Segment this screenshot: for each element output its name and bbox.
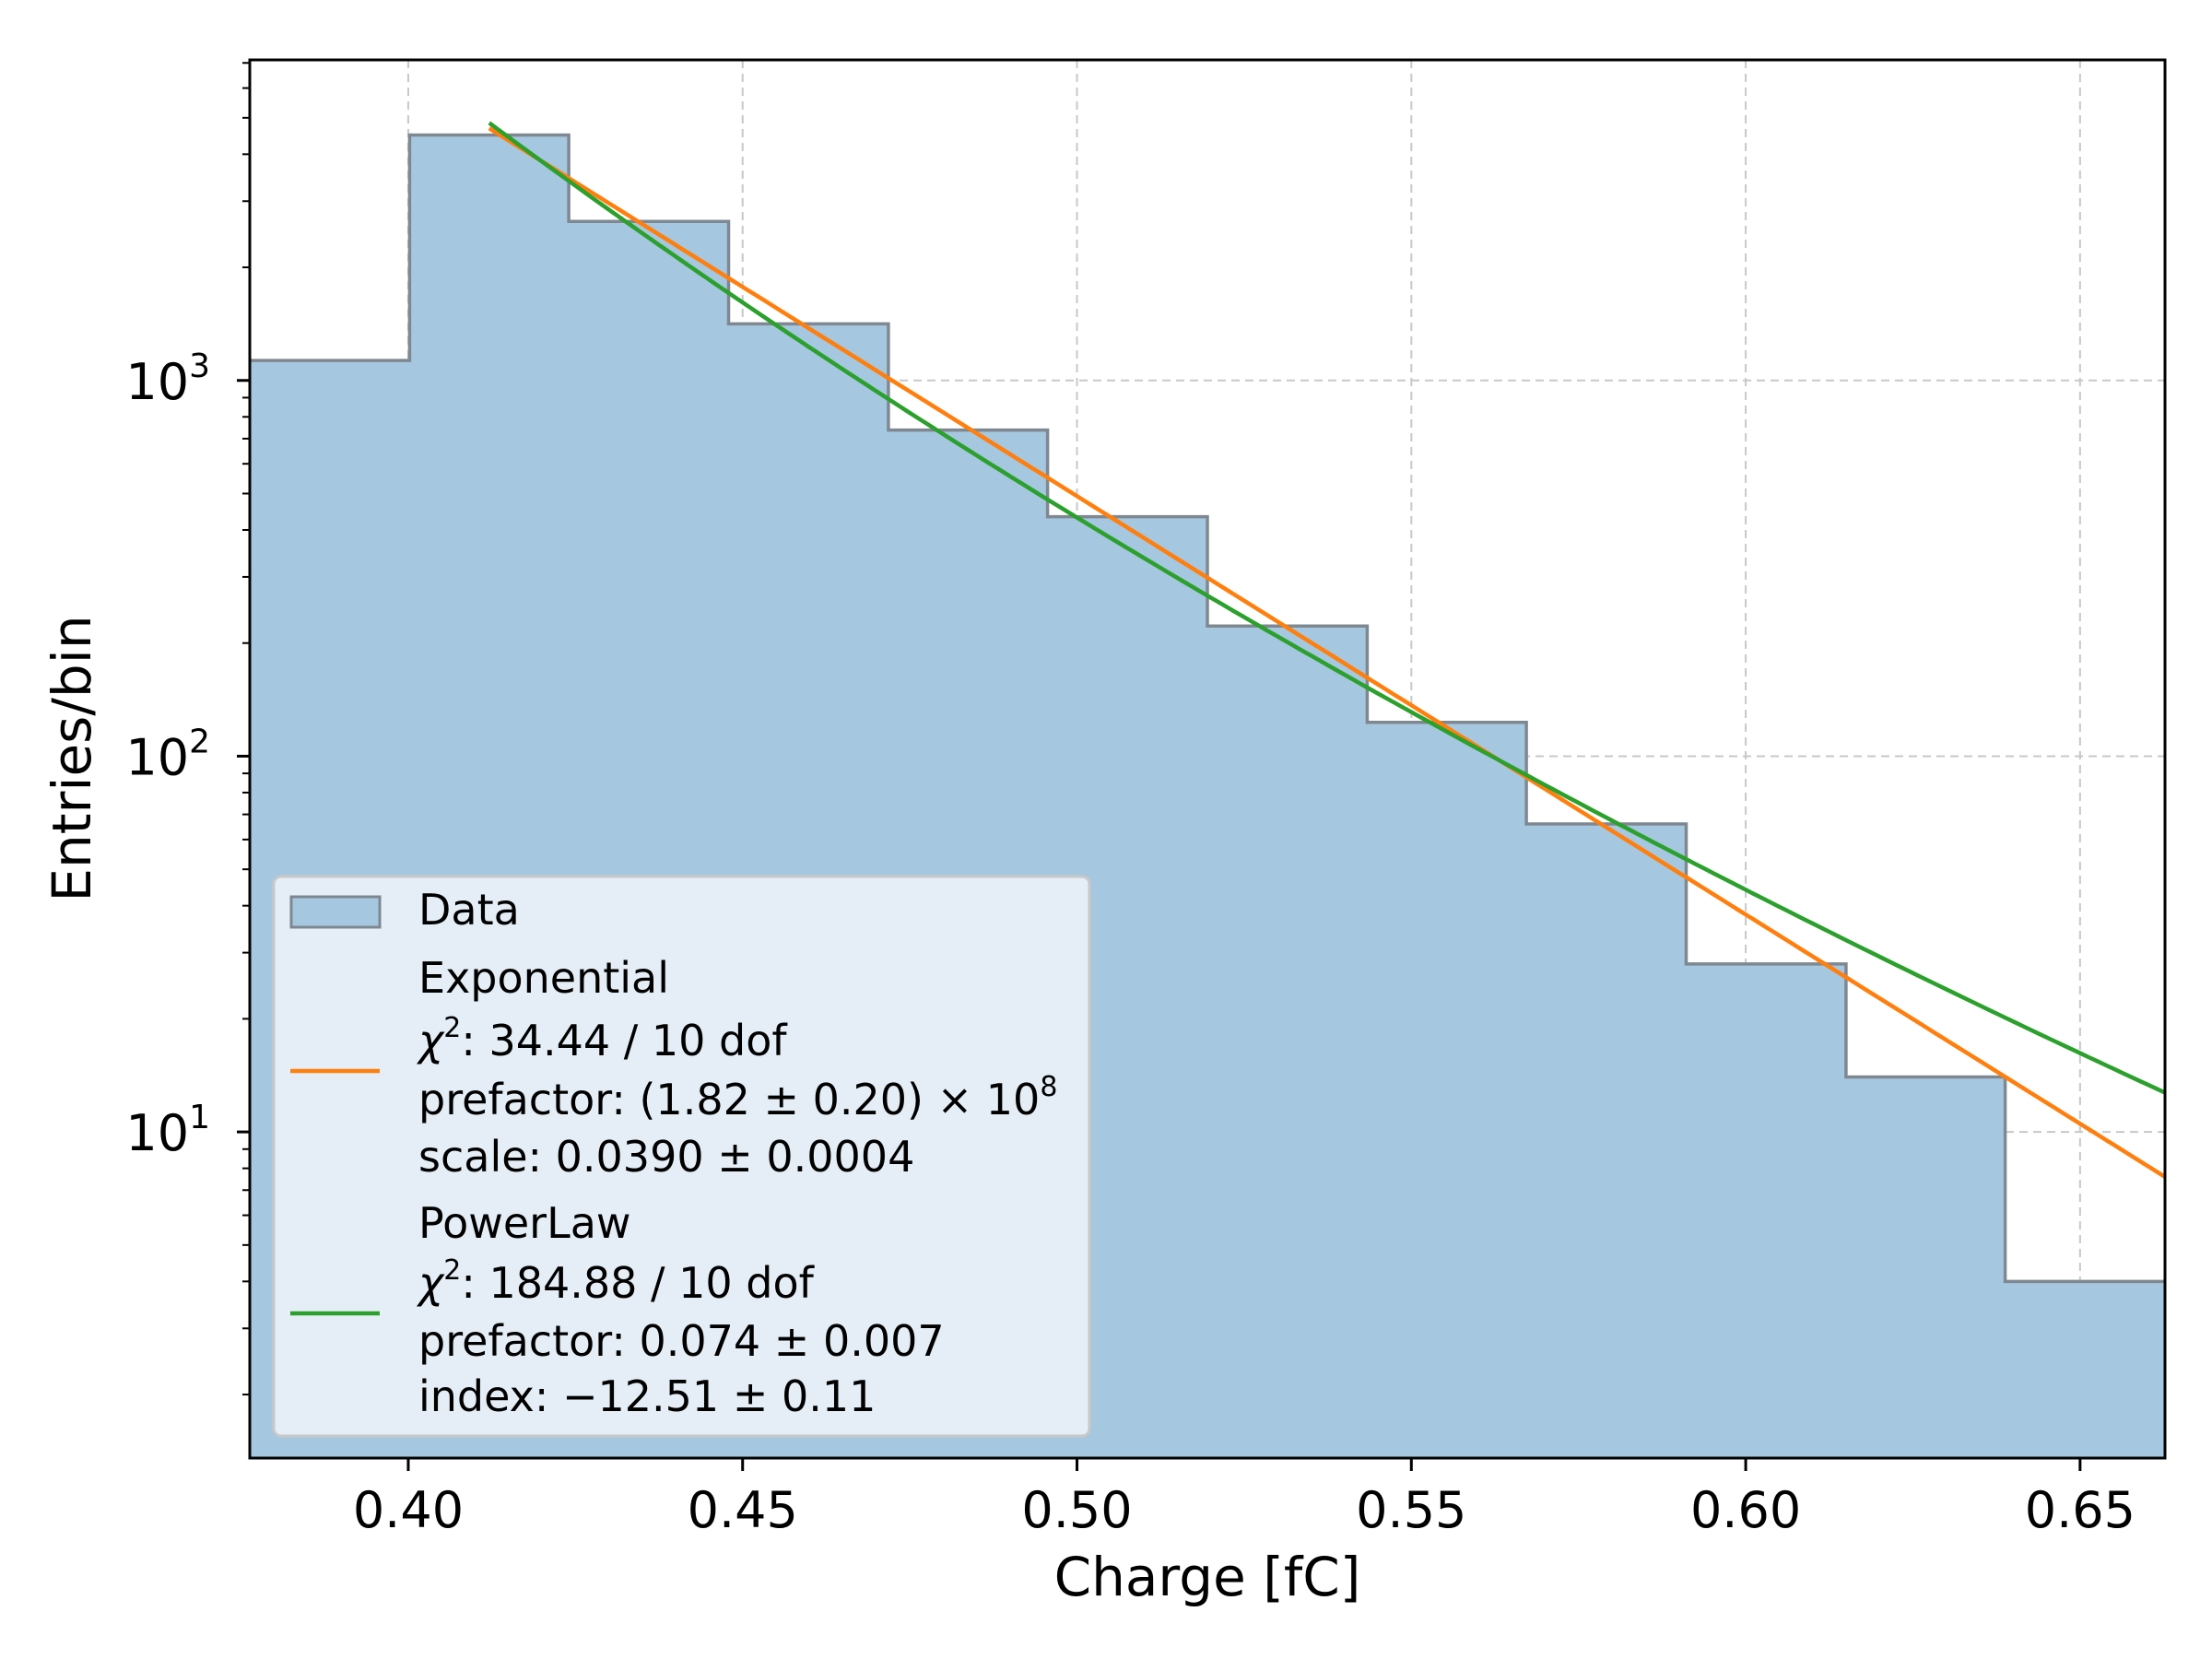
histogram-bar (1845, 1077, 2006, 1458)
tick-exponent: 2 (189, 723, 210, 760)
legend-box (272, 875, 1091, 1438)
chi-exponent: 2 (443, 1254, 461, 1287)
exponential-fit-line (488, 126, 2167, 1179)
x-tick-label: 0.50 (1021, 1481, 1132, 1539)
legend-exponential-prefactor: prefactor: (1.82 ± 0.20) × 108 (418, 1071, 1057, 1124)
y-tick-label: 102 (125, 723, 210, 786)
y-tick-label: 103 (125, 347, 210, 411)
chi-symbol: χ (416, 1016, 445, 1065)
chi-value: : 184.88 / 10 dof (461, 1258, 815, 1308)
legend-powerlaw-title: PowerLaw (418, 1198, 631, 1248)
legend-powerlaw-chi2: χ2: 184.88 / 10 dof (416, 1254, 816, 1308)
legend-exponential-scale: scale: 0.0390 ± 0.0004 (418, 1132, 914, 1182)
tick-base: 10 (125, 353, 189, 411)
histogram-bar (1526, 824, 1687, 1458)
x-tick-label: 0.60 (1690, 1481, 1801, 1539)
legend-powerlaw-index: index: −12.51 ± 0.11 (418, 1371, 876, 1421)
prefactor-text: prefactor: (1.82 ± 0.20) × 10 (418, 1075, 1040, 1124)
fit-curves (488, 121, 2167, 1179)
x-axis-label: Charge [fC] (1054, 1546, 1361, 1608)
powerlaw-fit-line (488, 121, 2166, 1095)
legend-powerlaw-prefactor: prefactor: 0.074 ± 0.007 (418, 1316, 945, 1366)
x-tick-label: 0.55 (1356, 1481, 1466, 1539)
x-tick-label: 0.40 (353, 1481, 464, 1539)
chi-value: : 34.44 / 10 dof (461, 1016, 788, 1065)
legend-exponential-title: Exponential (418, 953, 669, 1003)
tick-base: 10 (125, 1104, 189, 1162)
plot-frame (248, 58, 2167, 1460)
histogram-bar (1686, 963, 1846, 1458)
x-tick-label: 0.65 (2025, 1481, 2136, 1539)
chi-exponent: 2 (443, 1012, 461, 1044)
histogram-bar (1207, 626, 1368, 1458)
histogram-bar (1367, 722, 1527, 1458)
legend-data-label: Data (418, 885, 520, 935)
legend-exponential-chi2: χ2: 34.44 / 10 dof (416, 1012, 788, 1065)
y-axis-label: Entries/bin (41, 615, 103, 901)
legend-data-swatch (289, 895, 382, 929)
histogram-bar (2005, 1281, 2165, 1458)
tick-exponent: 3 (189, 347, 210, 385)
prefactor-exponent: 8 (1040, 1071, 1057, 1103)
y-tick-label: 101 (125, 1099, 210, 1162)
tick-base: 10 (125, 728, 189, 786)
x-tick-label: 0.45 (688, 1481, 798, 1539)
legend: Data Exponential χ2: 34.44 / 10 dof pref… (272, 875, 1091, 1438)
histogram-outline (250, 133, 2165, 1284)
chi-symbol: χ (416, 1258, 445, 1308)
tick-exponent: 1 (189, 1099, 210, 1136)
